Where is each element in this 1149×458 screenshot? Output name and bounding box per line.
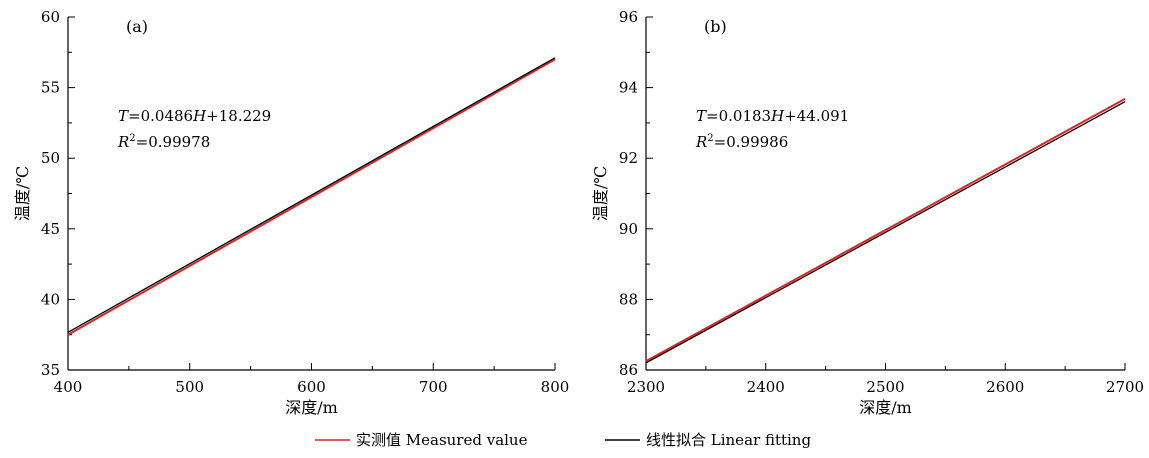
panel-a-x-tick-label: 600	[297, 378, 326, 396]
panel-b-x-tick-label: 2400	[747, 378, 785, 396]
panel-a-equation: T=0.0486H+18.229	[118, 107, 271, 125]
panel-a-y-tick-label: 55	[41, 79, 60, 97]
panel-b-x-tick-label: 2700	[1106, 378, 1144, 396]
panel-a-series-measured	[67, 58, 556, 336]
panel-a-y-tick-label: 45	[41, 220, 60, 238]
panel-b-x-tick-label: 2600	[986, 378, 1024, 396]
panel-b-y-axis-label: 温度/℃	[591, 166, 610, 221]
panel-a-x-tick-label: 800	[541, 378, 570, 396]
panel-b-y-tick-label: 94	[619, 79, 638, 97]
panel-b-y-tick-label: 88	[619, 290, 638, 308]
panel-a-r-squared-symbol: R	[117, 133, 129, 151]
panel-a-r-squared-exponent: 2	[129, 133, 135, 144]
panel-b-equation-lhs: T	[696, 107, 707, 125]
panel-b-series-fitting	[645, 101, 1126, 364]
panel-b-equation-var: H	[770, 107, 785, 125]
panel-b-x-axis-label: 深度/m	[859, 398, 912, 417]
panel-a-y-tick-label: 40	[41, 290, 60, 308]
panel-a-equation-var: H	[192, 107, 207, 125]
panel-b-r-squared-exponent: 2	[707, 133, 713, 144]
panel-a-equation-const: +18.229	[206, 107, 271, 125]
legend-label-measured: 实测值 Measured value	[356, 431, 528, 449]
legend-label-fitting: 线性拟合 Linear fitting	[646, 431, 811, 449]
panel-a-panel-label: (a)	[126, 17, 148, 36]
panel-b-series-measured	[645, 98, 1126, 363]
panel-b-y-tick-label: 96	[619, 8, 638, 26]
legend: 实测值 Measured value 线性拟合 Linear fitting	[315, 431, 811, 449]
panel-b-y-tick-label: 92	[619, 149, 638, 167]
panel-b-panel-label: (b)	[704, 17, 727, 36]
panel-a-y-tick-label: 35	[41, 361, 60, 379]
panel-a-x-tick-label: 400	[54, 378, 83, 396]
panel-a-r-squared: R2=0.99978	[117, 133, 210, 151]
panel-a-chart: 400 500 600 700 800354045505560深度/m温度/℃(a)T=…	[13, 8, 569, 417]
panel-a-equation-lhs: T	[118, 107, 129, 125]
panel-a-y-tick-label: 50	[41, 149, 60, 167]
panel-a-series-fitting	[67, 57, 556, 333]
panel-b-r-squared: R2=0.99986	[695, 133, 788, 151]
panel-a-x-tick-label: 500	[175, 378, 204, 396]
panel-b-y-tick-label: 90	[619, 220, 638, 238]
panel-b-equation-const: +44.091	[784, 107, 849, 125]
panel-a-r-squared-value: =0.99978	[136, 133, 211, 151]
panel-b-y-tick-label: 86	[619, 361, 638, 379]
panel-a-x-axis-label: 深度/m	[285, 398, 338, 417]
panel-b-chart: 2300 2400 2500 2600 2700 86 88 90 92 94 96 深度/m 温度/℃…	[591, 8, 1144, 417]
panel-b-r-squared-value: =0.99986	[714, 133, 789, 151]
panel-b-r-squared-symbol: R	[695, 133, 707, 151]
panel-a-y-tick-label: 60	[41, 8, 60, 26]
panel-b-x-tick-label: 2500	[866, 378, 904, 396]
panel-a-equation-coef: =0.0486	[128, 107, 193, 125]
panel-b-equation-coef: =0.0183	[706, 107, 771, 125]
panel-b-equation: T=0.0183H+44.091	[696, 107, 849, 125]
panel-a-x-tick-label: 700	[419, 378, 448, 396]
panel-b-x-tick-label: 2300	[627, 378, 665, 396]
panel-a-y-axis-label: 温度/℃	[13, 166, 32, 221]
